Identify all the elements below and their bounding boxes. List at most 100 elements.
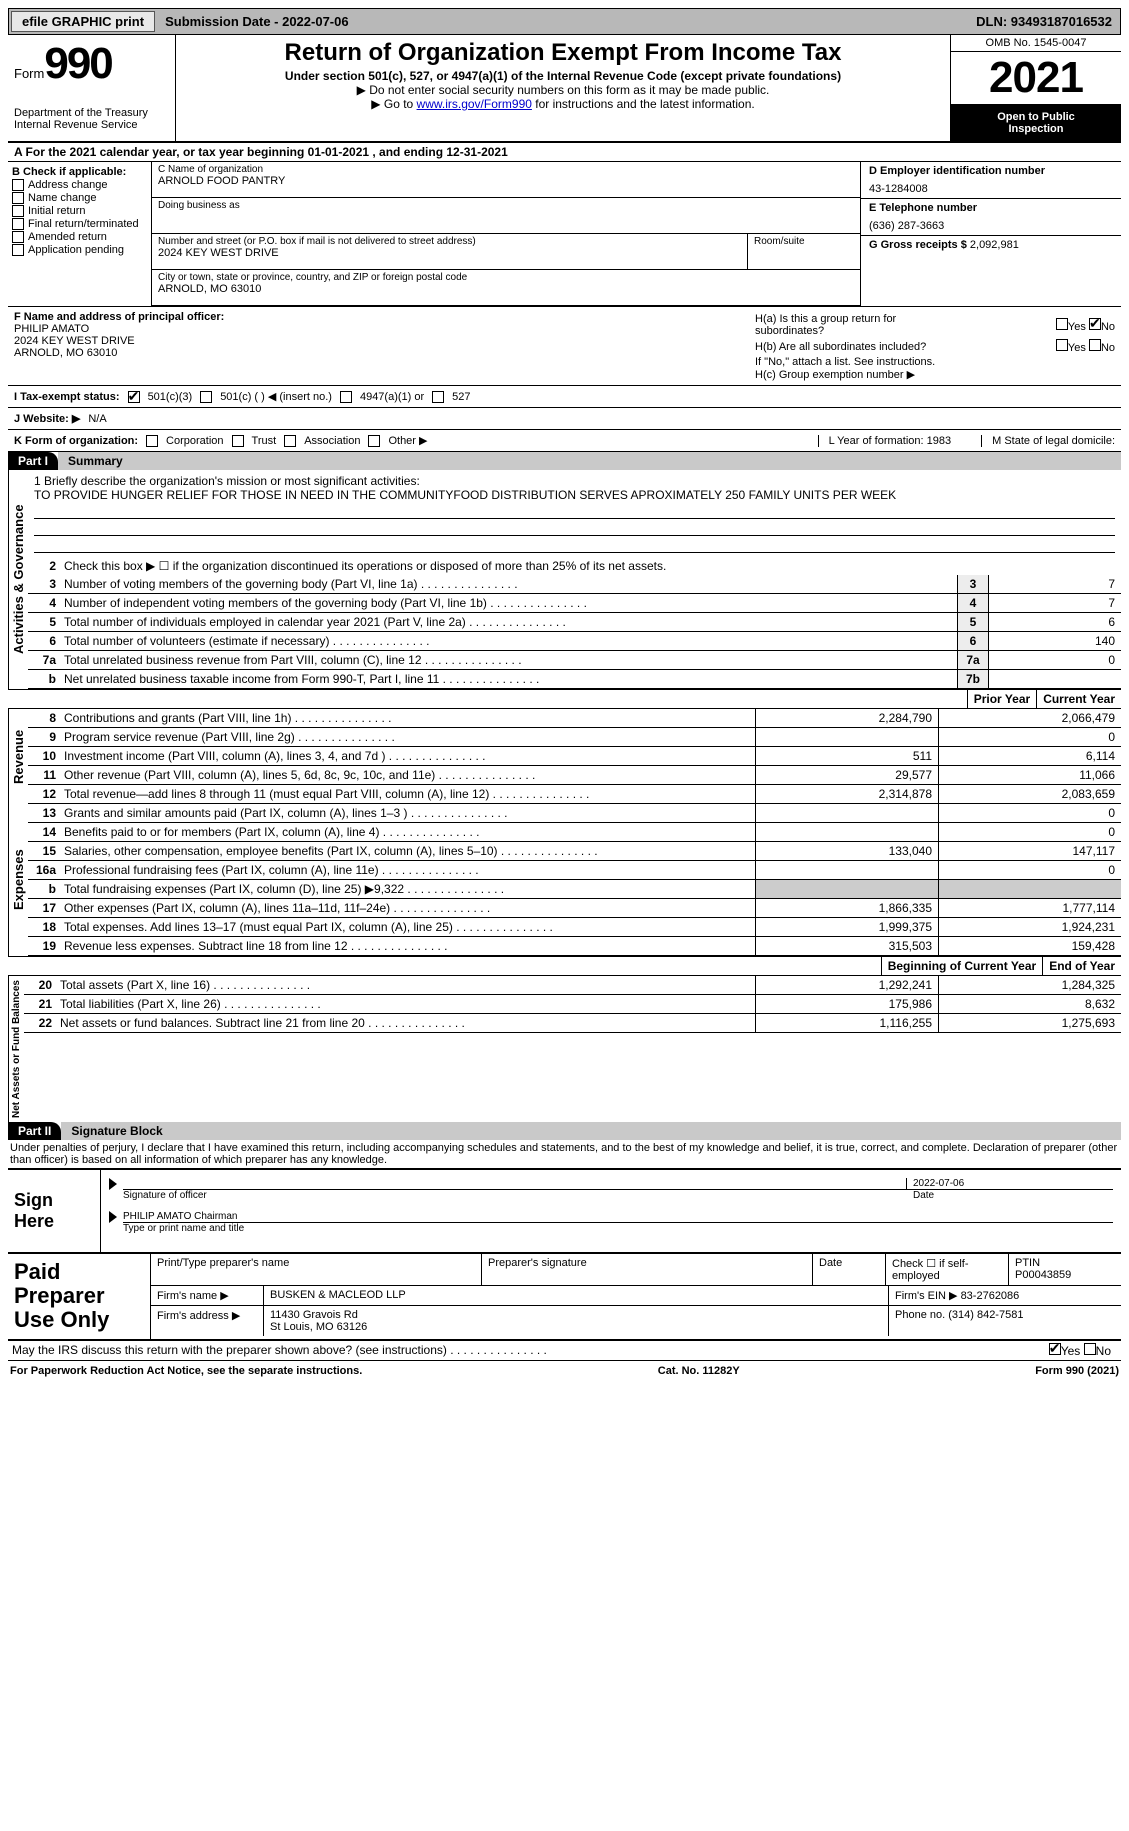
row-i: I Tax-exempt status: 501(c)(3) 501(c) ( … [8, 385, 1121, 407]
discuss-yesno: Yes No [1039, 1341, 1121, 1360]
tax-status-label: I Tax-exempt status: [14, 391, 120, 403]
ein-label: D Employer identification number [861, 162, 1121, 180]
part2-label: Part II [8, 1122, 61, 1140]
state-domicile: M State of legal domicile: [981, 435, 1115, 447]
part1-label: Part I [8, 452, 58, 470]
form-label: Form [14, 66, 44, 81]
hc-label: H(c) Group exemption number ▶ [755, 368, 1115, 381]
ptin-label: PTIN [1015, 1257, 1040, 1269]
col-h: H(a) Is this a group return forsubordina… [749, 307, 1121, 385]
open-inspection: Open to Public Inspection [951, 105, 1121, 141]
header-left: Form990 Department of the Treasury Inter… [8, 35, 176, 141]
chk-other[interactable] [368, 435, 380, 447]
chk-address-change[interactable]: Address change [12, 179, 147, 191]
officer-name: PHILIP AMATO [14, 323, 743, 335]
header-mid: Return of Organization Exempt From Incom… [176, 35, 950, 141]
sign-here-block: Sign Here 2022-07-06 Signature of office… [8, 1168, 1121, 1254]
ein-value: 43-1284008 [861, 180, 1121, 199]
line-20: 20 Total assets (Part X, line 16) 1,292,… [24, 976, 1121, 995]
chk-final-return[interactable]: Final return/terminated [12, 218, 147, 230]
dba-label: Doing business as [158, 200, 854, 211]
line-15: 15 Salaries, other compensation, employe… [28, 842, 1121, 861]
firm-ein: 83-2762086 [961, 1290, 1020, 1302]
tri-icon [109, 1211, 117, 1223]
chk-corp[interactable] [146, 435, 158, 447]
tri-icon [109, 1178, 117, 1190]
city-label: City or town, state or province, country… [158, 272, 854, 283]
org-name-label: C Name of organization [158, 164, 854, 175]
prep-date-label: Date [813, 1254, 886, 1285]
ptin-value: P00043859 [1015, 1269, 1071, 1281]
col-c: C Name of organization ARNOLD FOOD PANTR… [152, 162, 860, 306]
line-3: 3 Number of voting members of the govern… [28, 575, 1121, 594]
efile-button[interactable]: efile GRAPHIC print [11, 11, 155, 32]
line-22: 22 Net assets or fund balances. Subtract… [24, 1014, 1121, 1033]
section-f-h: F Name and address of principal officer:… [8, 306, 1121, 385]
col-prior-year: Prior Year [967, 690, 1036, 708]
vlabel-governance: Activities & Governance [8, 470, 28, 689]
ssn-note: ▶ Do not enter social security numbers o… [184, 83, 942, 97]
col-b: B Check if applicable: Address change Na… [8, 162, 152, 306]
org-name: ARNOLD FOOD PANTRY [158, 175, 854, 195]
chk-amended[interactable]: Amended return [12, 231, 147, 243]
website-label: J Website: ▶ [14, 412, 80, 425]
chk-501c[interactable] [200, 391, 212, 403]
vlabel-revenue: Revenue [8, 709, 28, 804]
phone-value: (636) 287-3663 [861, 217, 1121, 236]
line-10: 10 Investment income (Part VIII, column … [28, 747, 1121, 766]
prep-sig-label: Preparer's signature [482, 1254, 813, 1285]
form-number: 990 [44, 39, 111, 88]
line-6: 6 Total number of volunteers (estimate i… [28, 632, 1121, 651]
chk-app-pending[interactable]: Application pending [12, 244, 147, 256]
prep-selfemp-label: Check ☐ if self-employed [886, 1254, 1009, 1285]
net-assets-section: Net Assets or Fund Balances 20 Total ass… [8, 976, 1121, 1122]
addr-label: Number and street (or P.O. box if mail i… [158, 236, 741, 247]
paid-preparer-label: Paid Preparer Use Only [8, 1254, 151, 1339]
irs-label: Internal Revenue Service [14, 119, 169, 131]
prep-name-label: Print/Type preparer's name [151, 1254, 482, 1285]
inspect2: Inspection [955, 123, 1117, 135]
cat-number: Cat. No. 11282Y [658, 1365, 740, 1377]
form-footer: Form 990 (2021) [1035, 1365, 1119, 1377]
vlabel-net: Net Assets or Fund Balances [8, 976, 24, 1122]
hb-yesno: Yes No [1056, 339, 1115, 354]
firm-name-label: Firm's name ▶ [151, 1286, 264, 1305]
line-4: 4 Number of independent voting members o… [28, 594, 1121, 613]
mission-text: TO PROVIDE HUNGER RELIEF FOR THOSE IN NE… [34, 488, 1115, 502]
firm-name: BUSKEN & MACLEOD LLP [264, 1286, 889, 1305]
line-8: 8 Contributions and grants (Part VIII, l… [28, 709, 1121, 728]
net-header-row: Beginning of Current Year End of Year [8, 956, 1121, 976]
rev-header-row: Prior Year Current Year [8, 689, 1121, 709]
form990-link[interactable]: www.irs.gov/Form990 [417, 97, 532, 111]
penalty-text: Under penalties of perjury, I declare th… [8, 1140, 1121, 1168]
row-j: J Website: ▶ N/A [8, 407, 1121, 429]
line-13: 13 Grants and similar amounts paid (Part… [28, 804, 1121, 823]
vlabel-expenses: Expenses [8, 804, 28, 956]
part2-header: Part II Signature Block [8, 1122, 1121, 1140]
firm-addr-label: Firm's address ▶ [151, 1306, 264, 1336]
line-17: 17 Other expenses (Part IX, column (A), … [28, 899, 1121, 918]
row-k: K Form of organization: Corporation Trus… [8, 429, 1121, 452]
dba-value [158, 211, 854, 231]
form-subtitle: Under section 501(c), 527, or 4947(a)(1)… [184, 69, 942, 83]
chk-501c3[interactable] [128, 391, 140, 403]
goto-pre: ▶ Go to [371, 97, 416, 111]
page-footer: For Paperwork Reduction Act Notice, see … [8, 1361, 1121, 1381]
chk-trust[interactable] [232, 435, 244, 447]
gross-receipts: G Gross receipts $ 2,092,981 [861, 236, 1121, 254]
mission-label: 1 Briefly describe the organization's mi… [34, 474, 1115, 488]
chk-527[interactable] [432, 391, 444, 403]
chk-4947[interactable] [340, 391, 352, 403]
part1-header: Part I Summary [8, 452, 1121, 470]
col-b-header: B Check if applicable: [12, 166, 147, 178]
top-bar: efile GRAPHIC print Submission Date - 20… [8, 8, 1121, 35]
form-title: Return of Organization Exempt From Incom… [184, 39, 942, 67]
ha-label: H(a) Is this a group return forsubordina… [755, 313, 896, 337]
col-current-year: Current Year [1036, 690, 1121, 708]
line-7a: 7a Total unrelated business revenue from… [28, 651, 1121, 670]
chk-name-change[interactable]: Name change [12, 192, 147, 204]
sig-date: 2022-07-06 [906, 1178, 1113, 1189]
goto-post: for instructions and the latest informat… [532, 97, 755, 111]
chk-assoc[interactable] [284, 435, 296, 447]
chk-initial-return[interactable]: Initial return [12, 205, 147, 217]
